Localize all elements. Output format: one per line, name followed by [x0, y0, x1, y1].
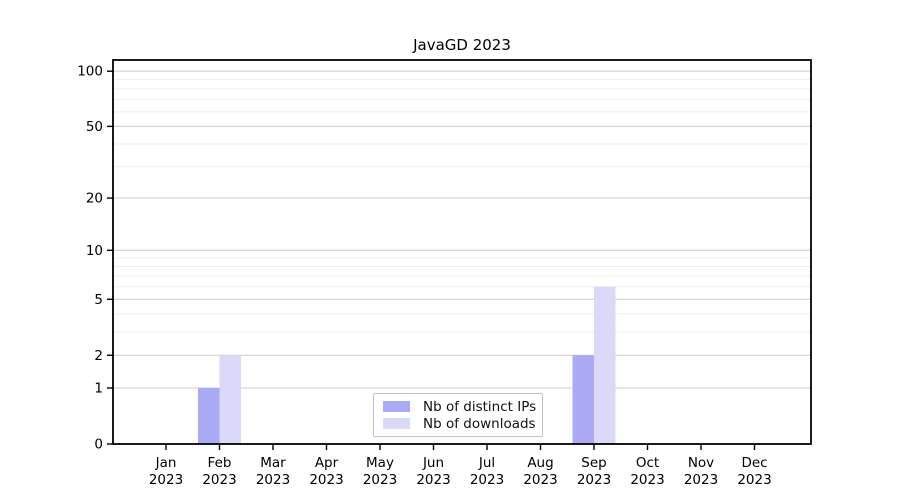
- svg-text:2023: 2023: [202, 472, 236, 488]
- svg-text:2023: 2023: [309, 472, 343, 488]
- legend-swatch-distinct-ips: [383, 401, 410, 412]
- svg-text:50: 50: [86, 119, 103, 135]
- bar-feb-series1: [219, 355, 241, 444]
- svg-text:Jun: Jun: [422, 455, 444, 471]
- svg-text:2023: 2023: [149, 472, 183, 488]
- svg-text:2: 2: [94, 348, 103, 364]
- legend-swatch-downloads: [383, 418, 410, 429]
- svg-text:1: 1: [94, 381, 103, 397]
- bar-feb-series0: [198, 388, 220, 444]
- svg-text:100: 100: [77, 64, 103, 80]
- bar-sep-series0: [572, 355, 594, 444]
- svg-text:5: 5: [94, 292, 103, 308]
- svg-text:2023: 2023: [416, 472, 450, 488]
- bar-sep-series1: [594, 286, 616, 444]
- svg-text:2023: 2023: [684, 472, 718, 488]
- svg-text:2023: 2023: [523, 472, 557, 488]
- legend: Nb of distinct IPs Nb of downloads: [373, 393, 543, 437]
- svg-text:Aug: Aug: [527, 455, 553, 471]
- svg-text:2023: 2023: [363, 472, 397, 488]
- svg-text:Jan: Jan: [155, 455, 177, 471]
- svg-text:20: 20: [86, 191, 103, 207]
- legend-label-downloads: Nb of downloads: [423, 415, 536, 432]
- svg-text:0: 0: [94, 437, 103, 453]
- svg-text:2023: 2023: [577, 472, 611, 488]
- svg-text:2023: 2023: [470, 472, 504, 488]
- svg-text:2023: 2023: [256, 472, 290, 488]
- legend-item-downloads: Nb of downloads: [383, 415, 536, 432]
- chart-title: JavaGD 2023: [413, 36, 511, 54]
- svg-text:10: 10: [86, 243, 103, 259]
- svg-text:Oct: Oct: [636, 455, 659, 471]
- svg-text:Feb: Feb: [208, 455, 232, 471]
- svg-text:May: May: [366, 455, 394, 471]
- svg-text:Jul: Jul: [478, 455, 495, 471]
- svg-text:Mar: Mar: [260, 455, 286, 471]
- legend-item-distinct-ips: Nb of distinct IPs: [383, 398, 537, 415]
- svg-text:Sep: Sep: [581, 455, 606, 471]
- svg-text:2023: 2023: [737, 472, 771, 488]
- svg-text:Dec: Dec: [741, 455, 767, 471]
- legend-label-distinct-ips: Nb of distinct IPs: [423, 398, 537, 415]
- svg-text:Apr: Apr: [315, 455, 339, 471]
- svg-text:Nov: Nov: [688, 455, 714, 471]
- svg-text:2023: 2023: [630, 472, 664, 488]
